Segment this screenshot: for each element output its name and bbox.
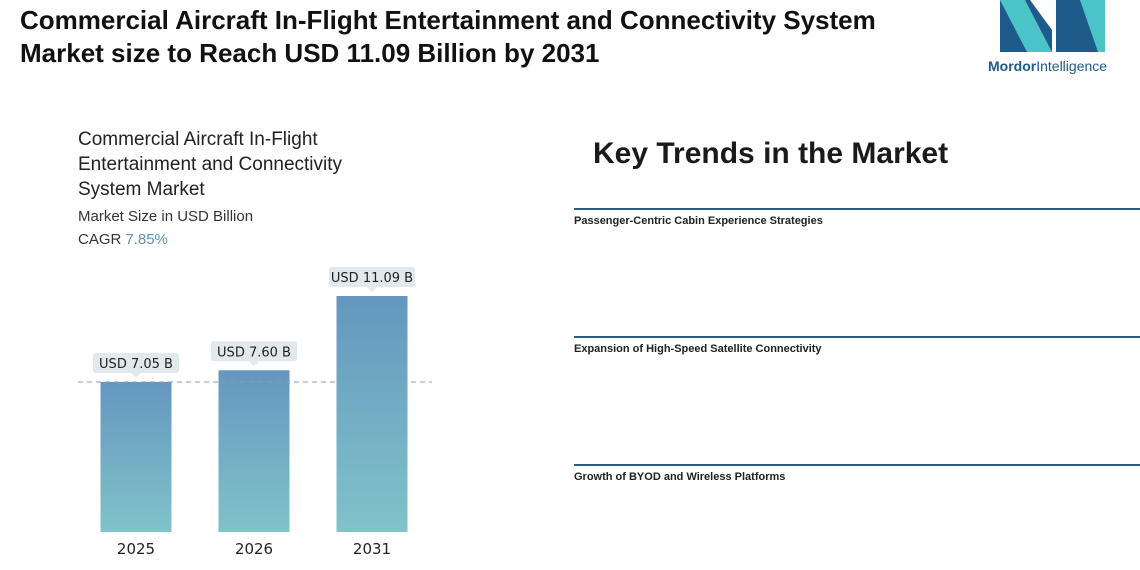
trends-title: Key Trends in the Market (593, 137, 949, 170)
bar (100, 381, 172, 532)
bar (336, 296, 408, 532)
trend-item: Passenger-Centric Cabin Experience Strat… (574, 208, 1140, 227)
x-tick-label: 2026 (235, 540, 273, 558)
x-tick-label: 2025 (117, 540, 155, 558)
value-label-box (329, 267, 415, 287)
bar (218, 370, 290, 532)
value-label-pointer (249, 361, 259, 367)
value-label-box (211, 341, 297, 362)
page-title: Commercial Aircraft In-Flight Entertainm… (20, 5, 876, 68)
x-tick-label: 2031 (353, 540, 391, 558)
value-label-pointer (131, 372, 141, 378)
logo-brand: Mordor (988, 58, 1037, 74)
cagr-value: 7.85% (125, 231, 168, 248)
trend-item: Expansion of High-Speed Satellite Connec… (574, 336, 1140, 355)
value-label: USD 7.05 B (99, 357, 173, 372)
logo-text: MordorIntelligence (988, 58, 1107, 74)
logo-suffix: Intelligence (1036, 58, 1108, 74)
logo-shape (1080, 0, 1105, 52)
value-label-box (93, 352, 179, 373)
chart-subtitle: Market Size in USD Billion (78, 208, 254, 225)
cagr-label: CAGR (78, 231, 122, 248)
value-label: USD 7.60 B (217, 345, 291, 360)
trend-item: Growth of BYOD and Wireless Platforms (574, 464, 1140, 483)
chart-title: Commercial Aircraft In-Flight Entertainm… (78, 129, 343, 200)
value-label: USD 11.09 B (331, 271, 413, 286)
cagr: CAGR 7.85% (78, 231, 168, 248)
logo-shape (1000, 0, 1052, 52)
value-label-pointer (367, 287, 377, 292)
logo-shape (1056, 0, 1105, 52)
